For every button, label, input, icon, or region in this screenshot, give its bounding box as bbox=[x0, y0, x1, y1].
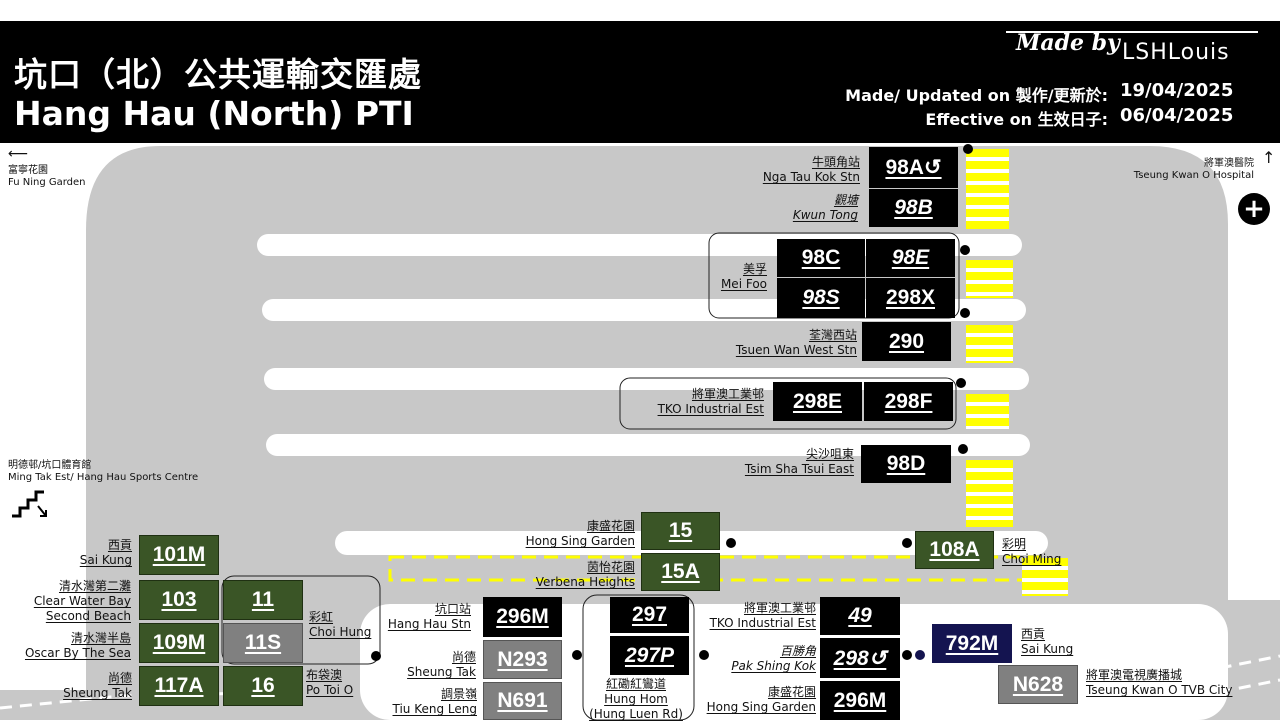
route-108A[interactable]: 108A bbox=[915, 531, 994, 569]
dest-mei-foo: 美孚 Mei Foo bbox=[720, 262, 767, 291]
effective-label: Effective on 生效日子: bbox=[925, 110, 1108, 129]
route-297P[interactable]: 297P bbox=[610, 636, 689, 675]
route-298F[interactable]: 298F bbox=[864, 382, 953, 421]
dest-choi-ming: 彩明 Choi Ming bbox=[1002, 537, 1062, 566]
zebra-crossing bbox=[966, 260, 1013, 298]
zebra-crossing bbox=[1022, 558, 1068, 596]
divider bbox=[1006, 31, 1258, 33]
dest-sai-kung-2: 西貢 Sai Kung bbox=[1021, 627, 1074, 656]
direction-sports-centre: 明德邨/坑口體育館 Ming Tak Est/ Hang Hau Sports C… bbox=[8, 460, 199, 483]
zebra-crossing bbox=[966, 149, 1009, 229]
stop-marker bbox=[960, 245, 970, 255]
route-101M[interactable]: 101M bbox=[139, 535, 219, 575]
route-792M[interactable]: 792M bbox=[932, 624, 1012, 663]
route-298X[interactable]: 298X bbox=[866, 278, 955, 318]
route-296M-a[interactable]: 296M bbox=[483, 597, 562, 637]
dest-tiu-keng-leng: 調景嶺 Tiu Keng Leng bbox=[392, 687, 478, 716]
zebra-crossing bbox=[966, 325, 1013, 363]
route-298E[interactable]: 298E bbox=[773, 382, 862, 421]
route-N628[interactable]: N628 bbox=[998, 665, 1078, 704]
route-49[interactable]: 49 bbox=[820, 597, 900, 635]
dest-tst-east: 尖沙咀東 Tsim Sha Tsui East bbox=[744, 447, 854, 476]
route-109M[interactable]: 109M bbox=[139, 623, 219, 663]
dest-sai-kung-1: 西貢 Sai Kung bbox=[79, 538, 132, 567]
dest-po-toi-o: 布袋澳 Po Toi O bbox=[306, 668, 354, 697]
route-98C[interactable]: 98C bbox=[777, 239, 865, 277]
route-290[interactable]: 290 bbox=[862, 322, 951, 361]
updated-date: 19/04/2025 bbox=[1120, 80, 1234, 101]
hospital-icon: + bbox=[1238, 193, 1270, 225]
stop-marker bbox=[915, 650, 925, 660]
route-N691[interactable]: N691 bbox=[483, 682, 562, 720]
made-by-label: Made by bbox=[1016, 30, 1120, 56]
dest-sheung-tak-2: 尚德 Sheung Tak bbox=[407, 650, 476, 679]
effective-date: 06/04/2025 bbox=[1120, 105, 1234, 126]
dest-tvb-city: 將軍澳電視廣播城 Tseung Kwan O TVB City bbox=[1086, 668, 1233, 697]
direction-hospital: 將軍澳醫院 Tseung Kwan O Hospital bbox=[1133, 158, 1254, 181]
dest-kwun-tong: 觀塘 Kwun Tong bbox=[792, 193, 858, 222]
route-98D[interactable]: 98D bbox=[861, 445, 951, 483]
route-117A[interactable]: 117A bbox=[139, 666, 219, 706]
route-297[interactable]: 297 bbox=[610, 597, 689, 633]
route-98B[interactable]: 98B bbox=[869, 189, 958, 227]
stop-marker bbox=[902, 650, 912, 660]
dest-oscar: 清水灣半島 Oscar By The Sea bbox=[24, 631, 131, 660]
dest-hong-sing-1: 康盛花園 Hong Sing Garden bbox=[525, 519, 635, 548]
stop-marker bbox=[699, 650, 709, 660]
route-11S[interactable]: 11S bbox=[223, 623, 303, 663]
stop-marker bbox=[572, 650, 582, 660]
page-title-en: Hang Hau (North) PTI bbox=[14, 94, 414, 133]
page-title-zh: 坑口（北）公共運輸交匯處 bbox=[14, 55, 422, 94]
route-298-loop[interactable]: 298↺ bbox=[820, 638, 900, 678]
stop-marker bbox=[371, 651, 381, 661]
dest-pak-shing-kok: 百勝角 Pak Shing Kok bbox=[731, 644, 816, 673]
route-15A[interactable]: 15A bbox=[641, 553, 720, 591]
route-15[interactable]: 15 bbox=[641, 512, 720, 550]
route-296M-b[interactable]: 296M bbox=[820, 681, 900, 720]
route-16[interactable]: 16 bbox=[223, 666, 303, 706]
dest-tko-industrial-2: 將軍澳工業邨 TKO Industrial Est bbox=[709, 601, 816, 630]
stairs-icon bbox=[12, 490, 47, 518]
dest-hong-sing-2: 康盛花園 Hong Sing Garden bbox=[706, 685, 816, 714]
route-N293[interactable]: N293 bbox=[483, 640, 562, 679]
route-103[interactable]: 103 bbox=[139, 580, 219, 620]
arrow-left-icon: ⟵ bbox=[8, 146, 29, 162]
route-98A[interactable]: 98A↺ bbox=[869, 147, 958, 188]
stop-marker bbox=[963, 144, 973, 154]
dest-clear-water-bay: 清水灣第二灘 Clear Water Bay Second Beach bbox=[33, 579, 131, 623]
header-bar bbox=[0, 21, 1280, 143]
route-98E[interactable]: 98E bbox=[866, 239, 955, 277]
zebra-crossing bbox=[966, 460, 1013, 527]
stop-marker bbox=[726, 538, 736, 548]
stop-marker bbox=[958, 444, 968, 454]
dest-choi-hung: 彩虹 Choi Hung bbox=[309, 610, 372, 639]
dest-hang-hau-stn: 坑口站 Hang Hau Stn bbox=[387, 602, 471, 631]
dest-tko-industrial-1: 將軍澳工業邨 TKO Industrial Est bbox=[657, 387, 764, 416]
stop-marker bbox=[956, 378, 966, 388]
route-98S[interactable]: 98S bbox=[777, 278, 865, 318]
dest-verbena: 茵怡花園 Verbena Heights bbox=[535, 560, 635, 589]
arrow-up-icon: ↑ bbox=[1262, 148, 1276, 167]
dest-hung-hom: 紅磡紅鸞道 Hung Hom (Hung Luen Rd) bbox=[589, 677, 683, 721]
stop-marker bbox=[960, 308, 970, 318]
stop-marker bbox=[902, 538, 912, 548]
dest-tsuen-wan-west: 荃灣西站 Tsuen Wan West Stn bbox=[735, 328, 857, 357]
dest-nga-tau-kok: 牛頭角站 Nga Tau Kok Stn bbox=[762, 155, 860, 184]
author-name: LSHLouis bbox=[1122, 40, 1230, 65]
route-11[interactable]: 11 bbox=[223, 580, 303, 620]
updated-label: Made/ Updated on 製作/更新於: bbox=[845, 86, 1108, 105]
dest-sheung-tak-1: 尚德 Sheung Tak bbox=[63, 671, 132, 700]
direction-fu-ning: 富寧花園 Fu Ning Garden bbox=[8, 165, 86, 188]
zebra-crossing bbox=[966, 394, 1009, 429]
